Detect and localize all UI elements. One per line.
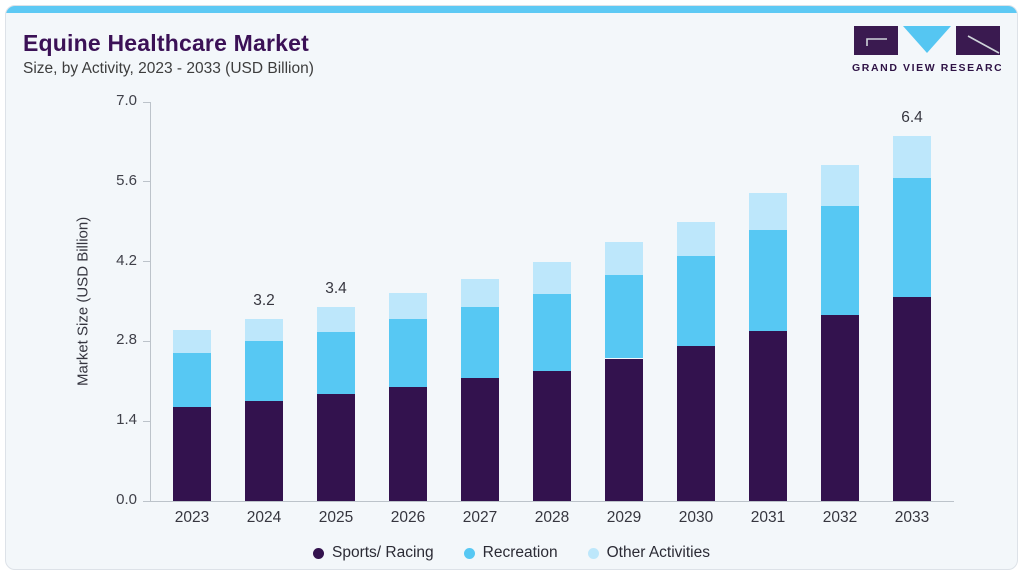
legend-label: Recreation (482, 544, 558, 561)
bar-segment-2032-other-activities (821, 164, 859, 207)
logo-v-triangle (903, 26, 951, 53)
page-subtitle: Size, by Activity, 2023 - 2033 (USD Bill… (23, 60, 314, 77)
report-card: Equine Healthcare Market Size, by Activi… (5, 5, 1018, 570)
x-tick-label-2028: 2028 (534, 509, 570, 526)
bar-segment-2025-other-activities (317, 307, 355, 332)
y-axis-tick (143, 261, 150, 263)
x-tick-label-2029: 2029 (606, 509, 642, 526)
x-tick-label-2033: 2033 (894, 509, 930, 526)
bar-segment-2024-sports-racing (245, 401, 283, 501)
y-axis-title: Market Size (USD Billion) (74, 216, 92, 387)
x-tick-label-2023: 2023 (174, 509, 210, 526)
page-title: Equine Healthcare Market (23, 30, 310, 56)
x-tick-label-2030: 2030 (678, 509, 714, 526)
bar-segment-2027-sports-racing (461, 378, 499, 501)
legend-dot-icon (587, 547, 599, 559)
y-tick-label: 7.0 (116, 92, 137, 109)
logo-g-block (854, 26, 898, 55)
x-tick-label-2026: 2026 (390, 509, 426, 526)
y-tick-label: 0.0 (116, 491, 137, 508)
bar-segment-2023-other-activities (173, 330, 211, 353)
bar-segment-2026-other-activities (389, 292, 427, 319)
top-accent-bar (6, 6, 1017, 13)
y-axis-tick (143, 420, 150, 422)
bar-segment-2028-recreation (533, 294, 571, 372)
logo-wordmark: GRAND VIEW RESEARCH (852, 62, 1001, 74)
legend-dot-icon (463, 547, 475, 559)
y-tick-label: 2.8 (116, 331, 137, 349)
x-tick-label-2031: 2031 (750, 509, 786, 526)
bar-segment-2024-recreation (245, 341, 283, 402)
grand-view-research-logo: GRAND VIEW RESEARCH (852, 26, 1001, 74)
bar-segment-2031-other-activities (749, 193, 787, 230)
legend-item-other-activities: Other Activities (587, 544, 710, 562)
x-tick-label-2025: 2025 (318, 509, 354, 526)
bar-segment-2033-recreation (893, 178, 931, 297)
y-axis-tick (143, 101, 150, 103)
logo-g-hook (866, 38, 887, 46)
bar-segment-2033-sports-racing (893, 296, 931, 501)
bar-segment-2029-other-activities (605, 241, 643, 275)
bar-segment-2027-recreation (461, 307, 499, 379)
bar-segment-2026-sports-racing (389, 387, 427, 501)
bar-segment-2031-recreation (749, 229, 787, 332)
bar-total-label-2024: 3.2 (253, 291, 275, 309)
bar-segment-2028-sports-racing (533, 371, 571, 501)
bar-segment-2031-sports-racing (749, 331, 787, 501)
y-tick-label: 4.2 (116, 251, 137, 269)
bar-segment-2023-recreation (173, 352, 211, 407)
legend-label: Sports/ Racing (331, 544, 434, 561)
bar-segment-2030-recreation (677, 255, 715, 346)
y-tick-label: 5.6 (116, 171, 137, 189)
bar-segment-2033-other-activities (893, 136, 931, 179)
bar-segment-2032-recreation (821, 206, 859, 315)
legend-item-sports-racing: Sports/ Racing (312, 544, 434, 562)
chart-legend: Sports/ Racing Recreation Other Activities (6, 544, 1017, 562)
plot-area: 0.0 1.4 2.8 4.2 5.6 7.0 2023 2024 3.2 2025 3.4 2026… (116, 92, 954, 526)
x-tick-label-2024: 2024 (246, 509, 282, 526)
bar-total-label-2033: 6.4 (901, 109, 923, 127)
bar-segment-2030-other-activities (677, 221, 715, 256)
bar-segment-2025-sports-racing (317, 393, 355, 501)
logo-r-leg (967, 35, 1000, 54)
bar-segment-2030-sports-racing (677, 345, 715, 501)
y-axis-tick (143, 500, 150, 502)
y-axis-tick (143, 340, 150, 342)
y-axis-tick (143, 181, 150, 183)
x-tick-label-2032: 2032 (822, 509, 858, 526)
bar-segment-2025-recreation (317, 331, 355, 394)
bar-segment-2023-sports-racing (173, 406, 211, 501)
bar-segment-2026-recreation (389, 318, 427, 387)
bar-segment-2029-sports-racing (605, 358, 643, 501)
legend-label: Other Activities (606, 544, 710, 561)
x-tick-label-2027: 2027 (462, 509, 498, 526)
legend-item-recreation: Recreation (463, 544, 558, 562)
bar-segment-2029-recreation (605, 274, 643, 359)
bar-segment-2028-other-activities (533, 261, 571, 295)
bar-segment-2032-sports-racing (821, 314, 859, 501)
bar-segment-2027-other-activities (461, 278, 499, 308)
bar-total-label-2025: 3.4 (325, 280, 347, 298)
legend-dot-icon (312, 547, 324, 559)
y-tick-label: 1.4 (116, 411, 137, 429)
bar-segment-2024-other-activities (245, 318, 283, 342)
